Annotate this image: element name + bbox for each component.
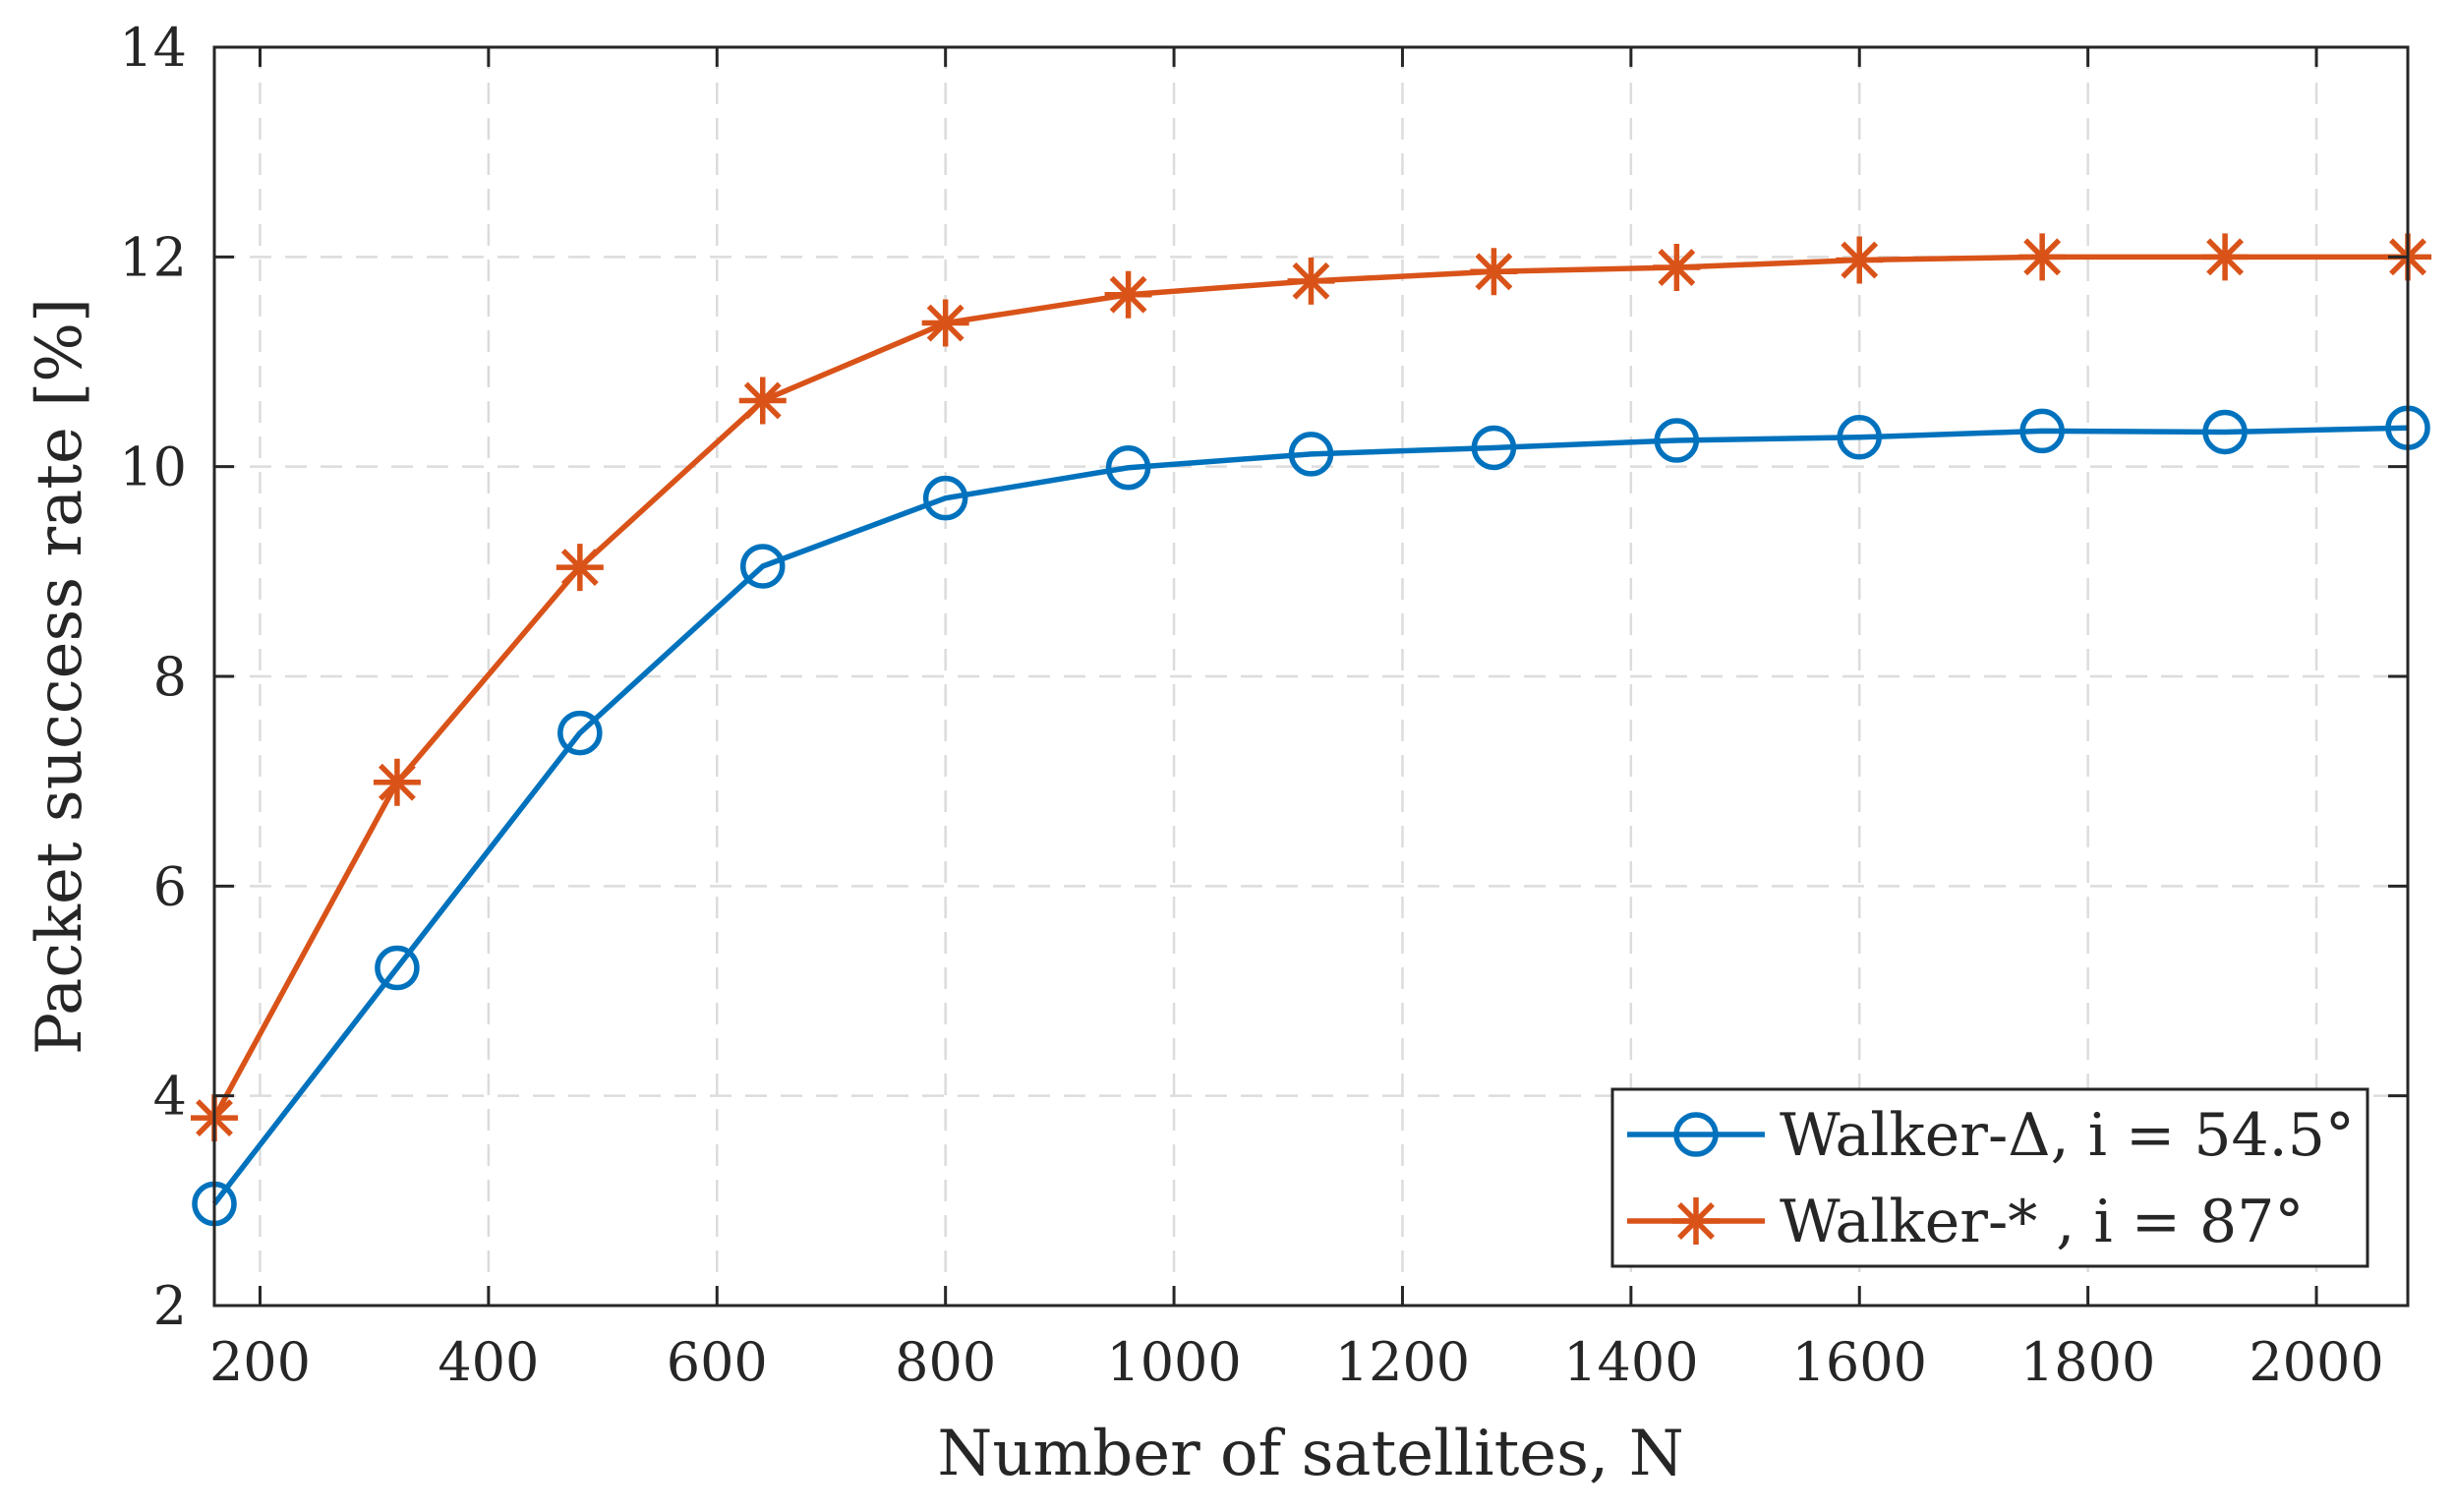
- data-point-series-1: [922, 475, 968, 521]
- data-point-series-1: [375, 945, 420, 991]
- data-point-series-2: [1836, 236, 1884, 284]
- data-point-series-1: [1837, 415, 1882, 460]
- grid: [214, 47, 2408, 1306]
- data-point-series-1: [1288, 432, 1334, 477]
- y-tick-label: 14: [119, 17, 187, 79]
- legend-label-2: Walker-* , i = 87°: [1780, 1188, 2304, 1256]
- y-axis-label: Packet success rate [%]: [24, 298, 96, 1055]
- legend-marker-2: [1672, 1197, 1720, 1245]
- data-point-series-1: [1471, 425, 1517, 471]
- data-point-series-2: [2201, 233, 2250, 281]
- y-tick-label: 4: [153, 1066, 187, 1128]
- legend-label-1: Walker-Δ, i = 54.5°: [1780, 1101, 2355, 1170]
- data-point-series-2: [1287, 257, 1335, 305]
- x-tick-label: 400: [438, 1331, 539, 1393]
- x-axis-label: Number of satellites, N: [937, 1418, 1683, 1490]
- x-tick-label: 1000: [1106, 1331, 1241, 1393]
- legend-box: [1610, 1087, 2369, 1268]
- y-tick-label: 8: [153, 646, 187, 708]
- data-point-series-2: [738, 377, 787, 425]
- data-point-series-2: [1470, 248, 1518, 296]
- series-line-1: [211, 425, 2409, 1206]
- x-tick-label: 600: [667, 1331, 768, 1393]
- x-tick-label: 1200: [1335, 1331, 1470, 1393]
- y-tick-label: 2: [153, 1275, 187, 1337]
- data-point-series-1: [740, 544, 786, 589]
- data-point-series-2: [555, 544, 604, 592]
- x-tick-label: 2000: [2249, 1331, 2383, 1393]
- x-tick-label: 200: [209, 1331, 311, 1393]
- y-tick-label: 10: [119, 436, 187, 498]
- data-point-series-2: [373, 758, 421, 806]
- data-point-series-1: [1105, 444, 1151, 491]
- y-tick-label: 6: [153, 855, 187, 917]
- data-point-series-2: [1104, 270, 1152, 319]
- series-layer: [191, 233, 2431, 1227]
- data-point-series-1: [557, 710, 603, 756]
- x-tick-label: 1600: [1792, 1331, 1927, 1393]
- series-line-2: [211, 254, 2408, 1120]
- x-tick-label: 1400: [1563, 1331, 1698, 1393]
- x-tick-label: 800: [895, 1331, 996, 1393]
- ticks: 200 400 600 800 1000 1200 1400 1600 1800 2000 2 4 6 8…: [119, 17, 2408, 1393]
- y-tick-label: 12: [119, 226, 187, 288]
- legend-marker-1: [1673, 1112, 1719, 1157]
- data-point-series-1: [1654, 418, 1700, 463]
- data-point-series-1: [2202, 409, 2248, 455]
- x-tick-label: 1800: [2020, 1331, 2155, 1393]
- legend: Walker-Δ, i = 54.5° Walker-* , i = 87°: [1610, 1087, 2369, 1268]
- data-point-series-2: [1653, 244, 1701, 291]
- data-point-series-1: [2019, 408, 2065, 454]
- data-point-series-2: [2018, 233, 2067, 281]
- data-point-series-2: [921, 299, 969, 347]
- legend-entries: Walker-Δ, i = 54.5° Walker-* , i = 87°: [1627, 1101, 2355, 1256]
